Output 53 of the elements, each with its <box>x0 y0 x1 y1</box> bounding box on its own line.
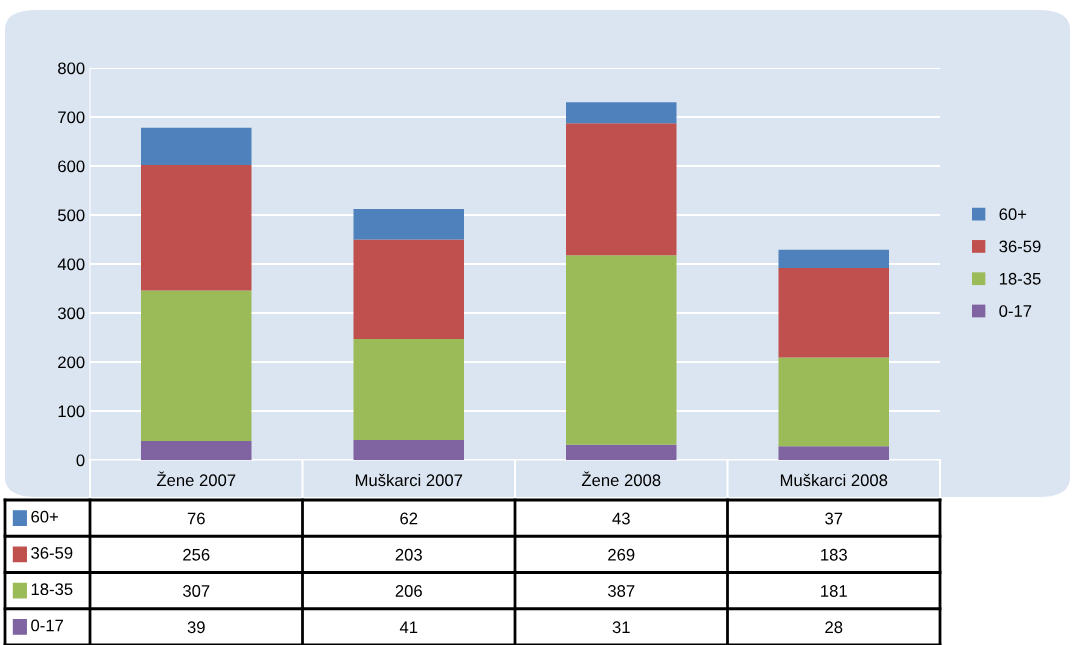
bar <box>141 290 252 441</box>
data-label: 28 <box>825 621 843 634</box>
y-tick-label: 500 <box>58 209 85 222</box>
data-label: 307 <box>182 585 210 597</box>
data-label: 41 <box>399 621 418 633</box>
bar <box>566 123 677 256</box>
data-label: 181 <box>821 585 847 597</box>
bar <box>353 209 464 240</box>
x-tick-label: Muškarci 2008 <box>780 473 888 487</box>
text: 0-17 <box>31 619 64 632</box>
data-label: 203 <box>395 548 422 561</box>
legend-label: 18-35 <box>999 272 1041 285</box>
text: 60+ <box>31 510 58 523</box>
legend-label: 60+ <box>999 208 1027 221</box>
bar <box>141 165 252 291</box>
text: 18-35 <box>31 583 73 596</box>
data-label: 387 <box>607 585 635 597</box>
bar <box>353 338 464 440</box>
bar <box>353 239 464 339</box>
bar <box>141 127 252 166</box>
bar <box>566 255 677 445</box>
bar <box>778 267 889 358</box>
y-tick-label: 300 <box>57 307 85 320</box>
y-tick-label: 0 <box>76 454 85 467</box>
legend-label: 0-17 <box>999 305 1032 317</box>
data-label: 76 <box>187 512 205 525</box>
bar <box>778 249 889 268</box>
bar <box>778 446 889 460</box>
bar <box>353 439 464 460</box>
bar <box>778 357 889 447</box>
bar <box>141 440 252 460</box>
data-label: 269 <box>608 548 635 561</box>
x-tick-label: Žene 2007 <box>156 471 236 487</box>
data-label: 39 <box>187 621 205 634</box>
y-tick-label: 200 <box>58 356 85 369</box>
data-label: 183 <box>821 548 847 561</box>
bar <box>566 444 677 460</box>
y-tick-label: 400 <box>57 258 85 271</box>
bar <box>566 102 677 124</box>
data-label: 256 <box>183 548 210 561</box>
data-label: 43 <box>612 512 630 525</box>
data-label: 62 <box>400 512 418 525</box>
data-label: 206 <box>395 585 422 597</box>
y-tick-label: 700 <box>58 111 85 124</box>
legend-label: 36-59 <box>999 240 1041 253</box>
x-tick-label: Muškarci 2007 <box>355 473 463 487</box>
data-label: 37 <box>825 512 843 525</box>
x-tick-label: Žene 2008 <box>581 471 661 487</box>
text: 36-59 <box>31 547 73 559</box>
y-tick-label: 100 <box>58 405 85 418</box>
data-label: 31 <box>612 621 630 634</box>
y-tick-label: 600 <box>58 160 85 173</box>
y-tick-label: 800 <box>58 62 85 75</box>
